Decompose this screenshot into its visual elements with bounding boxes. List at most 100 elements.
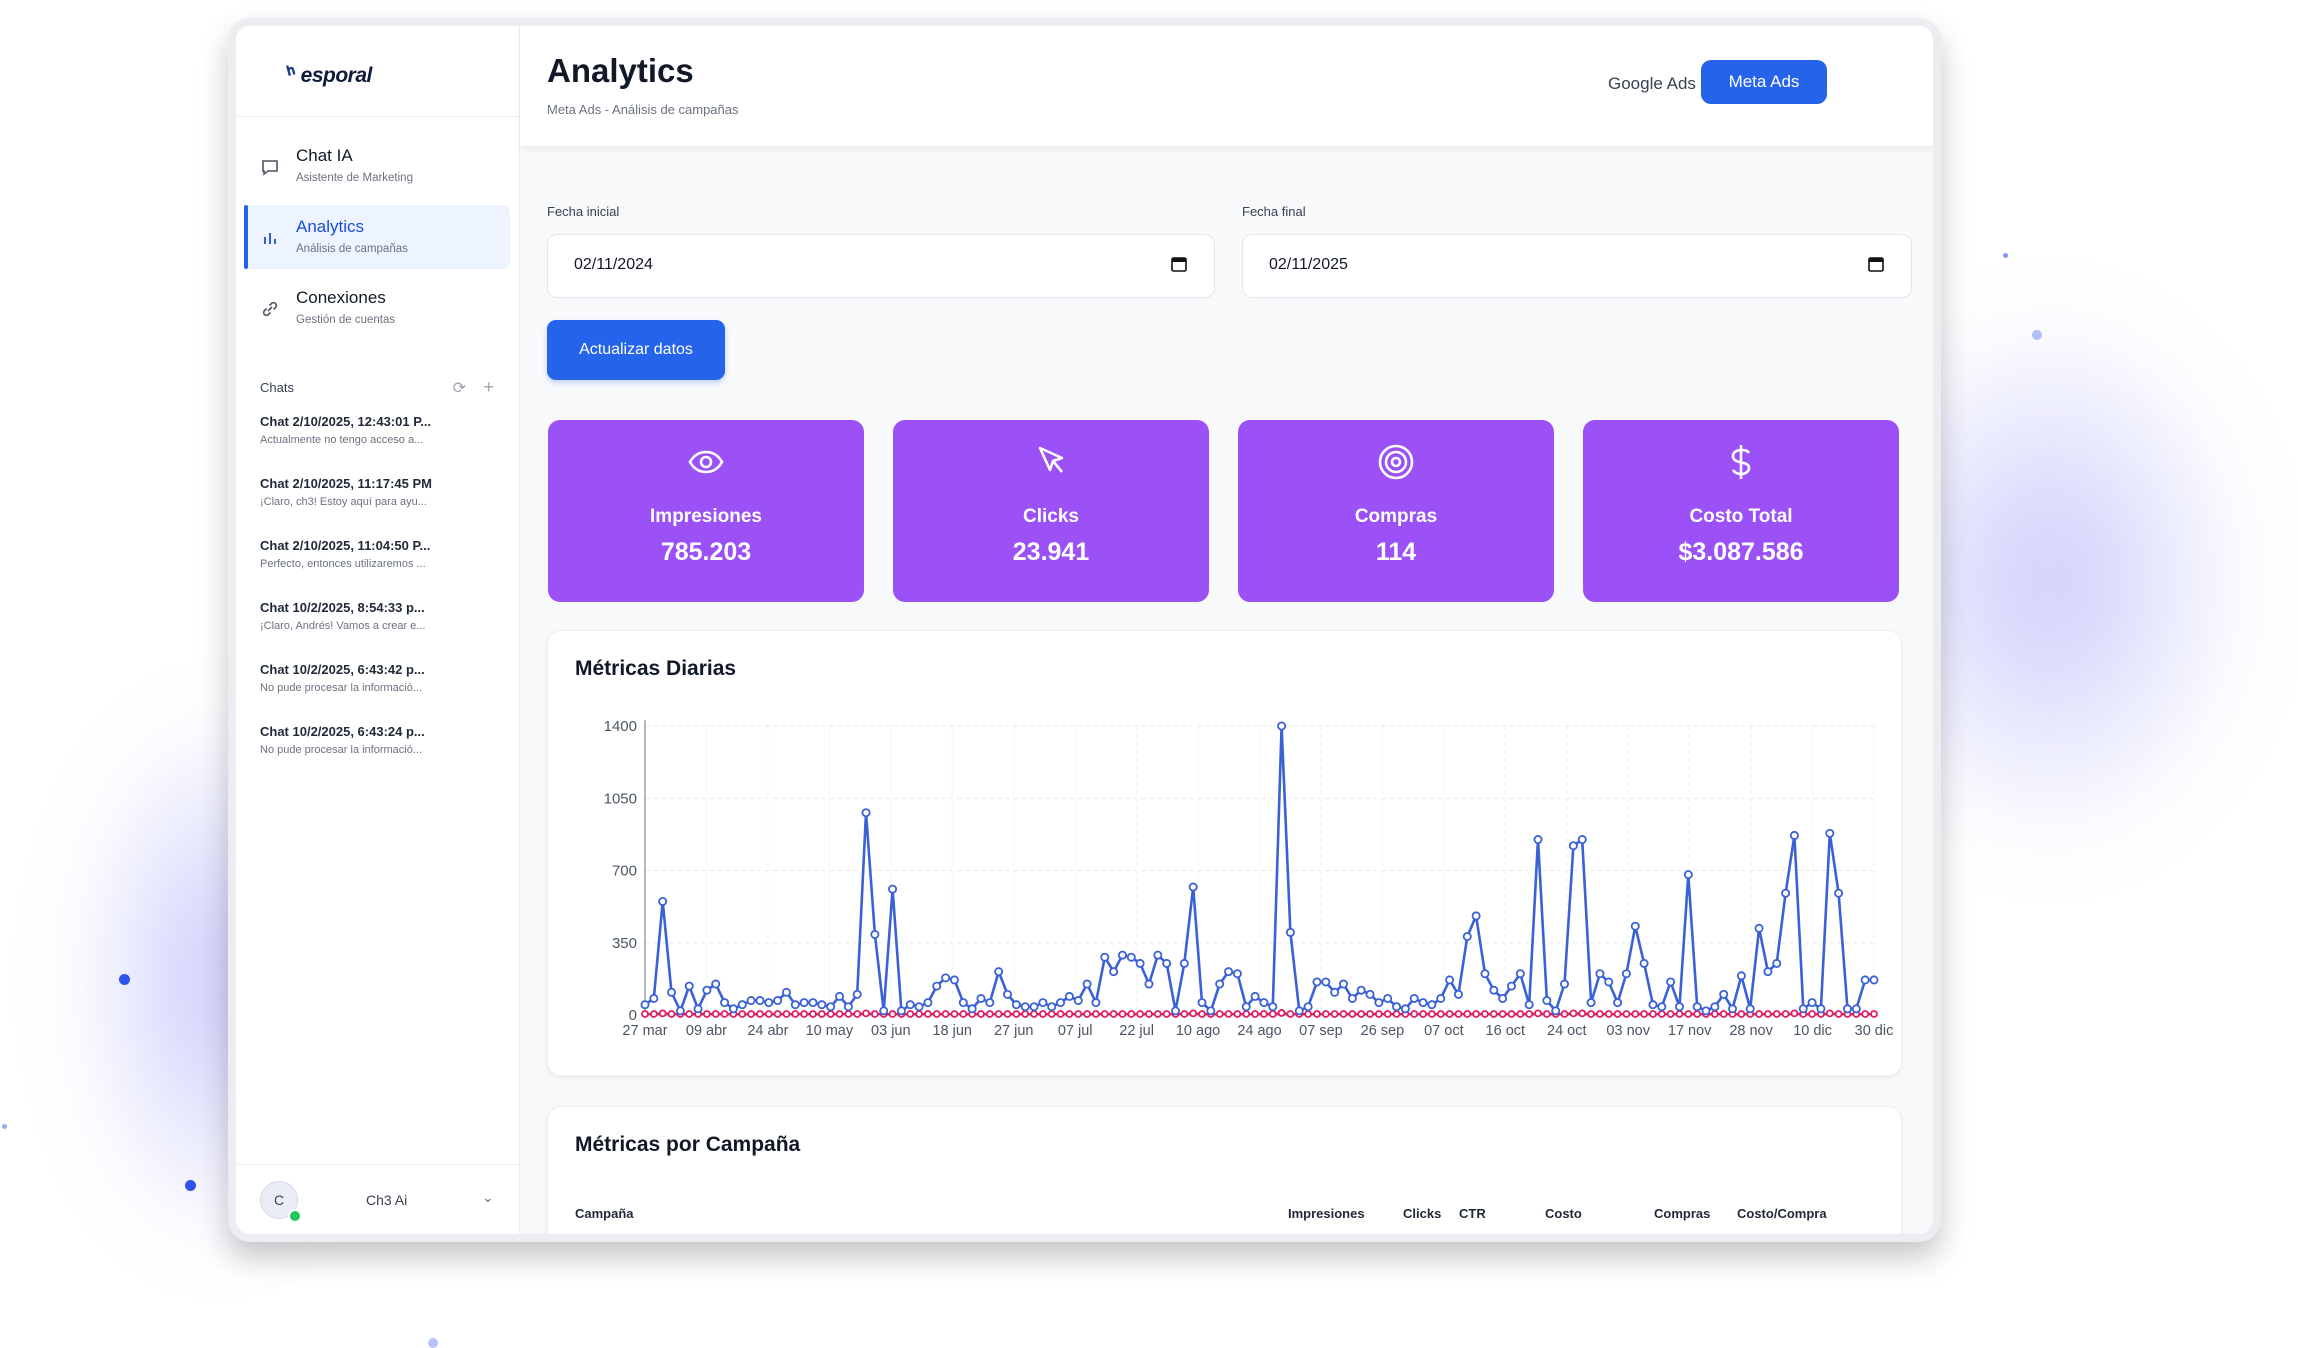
x-tick-label: 24 ago bbox=[1237, 1023, 1281, 1039]
calendar-icon[interactable] bbox=[1867, 255, 1885, 273]
target-icon bbox=[1378, 444, 1414, 480]
series-2-point bbox=[1251, 1010, 1259, 1018]
series-2-point bbox=[1640, 1010, 1649, 1018]
chat-list-item[interactable]: Chat 10/2/2025, 8:54:33 p... ¡Claro, And… bbox=[260, 600, 496, 662]
table-header-clicks: Clicks bbox=[1403, 1206, 1442, 1221]
series-2-point bbox=[1118, 1010, 1127, 1018]
chat-list-item[interactable]: Chat 10/2/2025, 6:43:24 p... No pude pro… bbox=[260, 724, 496, 786]
sidebar-item-chat-ia[interactable]: Chat IA Asistente de Marketing bbox=[244, 134, 510, 198]
x-tick-label: 27 jun bbox=[994, 1023, 1034, 1039]
series-1-point bbox=[1568, 841, 1578, 851]
series-2-point bbox=[1507, 1010, 1516, 1018]
sidebar-item-analytics[interactable]: Analytics Análisis de campañas bbox=[244, 205, 510, 269]
chat-list-item[interactable]: Chat 2/10/2025, 12:43:01 P... Actualment… bbox=[260, 414, 496, 476]
series-2-point bbox=[1065, 1010, 1074, 1018]
end-date-label: Fecha final bbox=[1242, 204, 1306, 219]
series-1-point bbox=[1400, 1004, 1410, 1014]
series-2-point bbox=[1525, 1010, 1534, 1018]
series-2-point bbox=[720, 1010, 729, 1018]
series-2-point bbox=[1021, 1010, 1030, 1018]
series-1-point bbox=[994, 967, 1004, 977]
cursor-icon bbox=[1038, 446, 1064, 473]
series-1-point bbox=[923, 998, 933, 1008]
series-1-point bbox=[1604, 977, 1614, 987]
series-1-point bbox=[1285, 927, 1295, 937]
chat-preview: Perfecto, entonces utilizaremos ... bbox=[260, 558, 426, 570]
eye-icon bbox=[688, 450, 724, 474]
series-2-point bbox=[835, 1010, 844, 1018]
user-menu[interactable]: C Ch3 Ai ⌄ bbox=[236, 1164, 519, 1234]
series-2-point bbox=[985, 1010, 994, 1018]
sidebar-item-label: Analytics bbox=[296, 217, 365, 236]
chat-list-item[interactable]: Chat 2/10/2025, 11:17:45 PM ¡Claro, ch3!… bbox=[260, 476, 496, 538]
kpi-label: Compras bbox=[1354, 506, 1438, 527]
refresh-icon[interactable]: ⟳ bbox=[452, 380, 466, 397]
series-1-point bbox=[720, 998, 730, 1008]
series-1-point bbox=[1162, 958, 1172, 968]
series-1-point bbox=[1666, 977, 1676, 987]
update-data-button[interactable]: Actualizar datos bbox=[547, 320, 725, 380]
chat-title: Chat 10/2/2025, 8:54:33 p... bbox=[260, 600, 425, 615]
chat-preview: ¡Claro, Andrés! Vamos a crear e... bbox=[260, 620, 426, 632]
calendar-icon[interactable] bbox=[1170, 255, 1188, 273]
meta-ads-button[interactable]: Meta Ads bbox=[1701, 60, 1827, 104]
series-1-point bbox=[1445, 975, 1455, 985]
series-1-point bbox=[905, 1000, 915, 1010]
add-chat-icon[interactable]: + bbox=[483, 377, 494, 397]
chat-title: Chat 2/10/2025, 12:43:01 P... bbox=[260, 414, 432, 429]
series-1-point bbox=[1038, 998, 1048, 1008]
series-1-point bbox=[764, 998, 774, 1008]
series-2-point bbox=[1649, 1010, 1657, 1018]
kpi-value: $3.087.586 bbox=[1678, 538, 1804, 566]
chat-preview: Actualmente no tengo acceso a... bbox=[260, 434, 424, 446]
series-1-point bbox=[799, 998, 809, 1008]
series-1-point bbox=[1179, 958, 1189, 968]
online-status-icon bbox=[288, 1209, 302, 1223]
series-1-point bbox=[1515, 969, 1525, 979]
chat-list-item[interactable]: Chat 2/10/2025, 11:04:50 P... Perfecto, … bbox=[260, 538, 496, 600]
series-2-point bbox=[1083, 1010, 1091, 1018]
sidebar-item-label: Chat IA bbox=[296, 146, 353, 165]
x-tick-label: 27 mar bbox=[622, 1023, 667, 1039]
series-2-point bbox=[1136, 1010, 1145, 1018]
series-2-point bbox=[1100, 1010, 1109, 1018]
x-tick-label: 07 sep bbox=[1299, 1023, 1343, 1039]
chevron-down-icon[interactable]: ⌄ bbox=[482, 1189, 494, 1205]
series-1-point bbox=[693, 1004, 703, 1014]
sidebar-item-conexiones[interactable]: Conexiones Gestión de cuentas bbox=[244, 276, 510, 340]
series-2-point bbox=[1755, 1010, 1763, 1018]
y-tick-label: 350 bbox=[612, 935, 637, 952]
series-1-point bbox=[1560, 979, 1570, 989]
brand-logo[interactable]: ᑋ esporal bbox=[284, 59, 372, 92]
series-2-point bbox=[1657, 1010, 1666, 1018]
series-2-point bbox=[1808, 1010, 1817, 1018]
series-1-point bbox=[879, 1006, 889, 1016]
kpi-label: Clicks bbox=[1023, 506, 1079, 527]
series-1-point bbox=[755, 996, 765, 1006]
kpi-value: 114 bbox=[1375, 538, 1417, 566]
google-ads-button[interactable]: Google Ads bbox=[1608, 74, 1696, 93]
series-1-point bbox=[746, 996, 756, 1006]
series-1-point bbox=[1356, 985, 1366, 995]
series-1-point bbox=[1869, 975, 1879, 985]
x-tick-label: 18 jun bbox=[932, 1023, 972, 1039]
series-2-point bbox=[1489, 1010, 1498, 1018]
start-date-field[interactable]: 02/11/2024 bbox=[547, 234, 1215, 298]
series-2-point bbox=[1560, 1010, 1569, 1018]
series-2-point bbox=[1224, 1010, 1233, 1018]
series-1-point bbox=[1109, 967, 1119, 977]
series-1-point bbox=[1524, 1000, 1534, 1010]
series-2-point bbox=[924, 1010, 932, 1018]
kpi-card-costo-total: Costo Total $3.087.586 bbox=[1583, 420, 1899, 602]
chat-title: Chat 10/2/2025, 6:43:24 p... bbox=[260, 724, 425, 739]
decor-dot bbox=[185, 1180, 196, 1191]
chat-list-item[interactable]: Chat 10/2/2025, 6:43:42 p... No pude pro… bbox=[260, 662, 496, 724]
x-tick-label: 07 oct bbox=[1424, 1023, 1464, 1039]
series-1-point bbox=[1126, 952, 1136, 962]
end-date-field[interactable]: 02/11/2025 bbox=[1242, 234, 1912, 298]
series-1-point bbox=[675, 1006, 685, 1016]
sidebar-item-sub: Asistente de Marketing bbox=[296, 172, 413, 184]
series-1-point bbox=[1551, 1006, 1561, 1016]
series-2-point bbox=[685, 1010, 694, 1018]
sidebar: ᑋ esporal Chat IA Asistente de Marketing… bbox=[236, 26, 520, 1234]
